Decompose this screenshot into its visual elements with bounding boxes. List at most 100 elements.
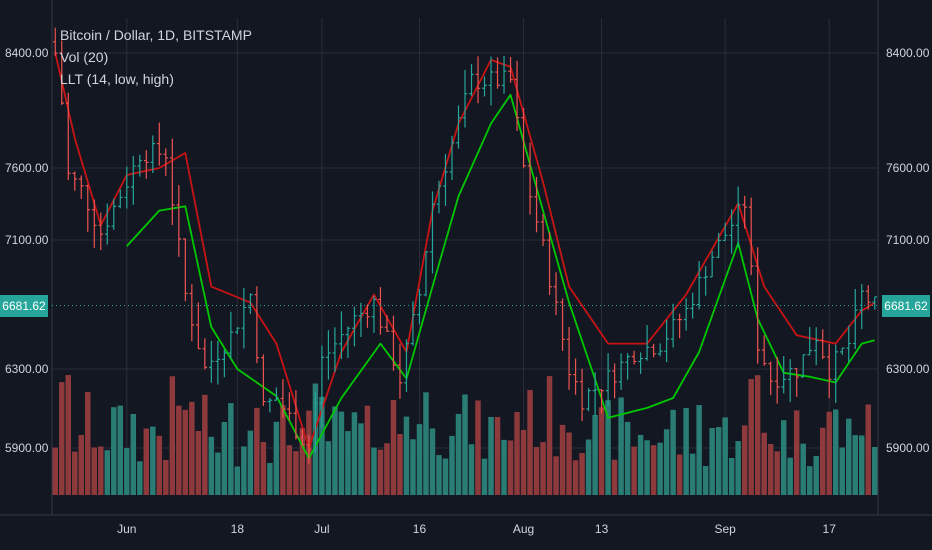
volume-bar [104, 450, 111, 495]
volume-bar [338, 411, 345, 495]
ohlc-bar [118, 189, 123, 209]
volume-bar [592, 414, 598, 495]
volume-bar [332, 406, 338, 495]
ohlc-bar [274, 387, 279, 401]
ohlc-bar [488, 56, 494, 106]
volume-bar [228, 403, 234, 495]
volume-bar [280, 405, 286, 495]
ohlc-bar [443, 153, 448, 206]
ohlc-bar [469, 64, 474, 96]
ohlc-bar [189, 284, 195, 342]
volume-bar [384, 443, 390, 495]
volume-bar [254, 407, 260, 495]
legend-symbol[interactable]: Bitcoin / Dollar, 1D, BITSTAMP [60, 27, 252, 43]
ohlc-bar [625, 353, 630, 380]
ohlc-bar [657, 343, 663, 357]
ohlc-bar [534, 176, 539, 233]
ohlc-bar [722, 222, 728, 242]
ohlc-bar [800, 354, 806, 378]
ohlc-bar [209, 340, 214, 383]
ohlc-bar [222, 349, 227, 378]
ohlc-bar [144, 150, 149, 179]
ohlc-bar [573, 358, 578, 395]
volume-bar [78, 434, 84, 495]
ohlc-bar [547, 231, 552, 295]
ohlc-bar [716, 232, 721, 258]
volume-bar [156, 435, 163, 495]
volume-bar [202, 394, 208, 495]
volume-bar [650, 445, 657, 495]
volume-bar [676, 454, 683, 495]
volume-bar [111, 407, 117, 495]
ohlc-bar [339, 311, 344, 360]
ohlc-bar [326, 330, 331, 380]
ohlc-bar [820, 329, 825, 360]
volume-bar [143, 428, 150, 495]
ohlc-bar [228, 311, 234, 359]
volume-bar [546, 376, 553, 495]
x-tick-label: Aug [513, 522, 534, 536]
ohlc-bar [332, 327, 338, 373]
volume-bar [748, 379, 754, 495]
y-tick-label-right: 7600.00 [886, 161, 930, 175]
volume-series [52, 375, 878, 495]
ohlc-bar [599, 389, 604, 414]
ohlc-bar [553, 272, 559, 316]
volume-bar [663, 429, 670, 495]
ohlc-bar [833, 344, 839, 403]
ohlc-bar [839, 347, 845, 355]
ohlc-bar [605, 353, 611, 406]
volume-bar [683, 407, 689, 495]
ohlc-bar [787, 359, 793, 402]
ohlc-bar [235, 327, 240, 335]
ohlc-bar [677, 313, 682, 339]
volume-bar [293, 451, 299, 495]
ohlc-bar [462, 69, 468, 128]
ohlc-bar [872, 296, 878, 310]
volume-bar [735, 441, 741, 495]
ohlc-bar [579, 368, 585, 422]
volume-bar [852, 435, 858, 495]
ohlc-bar [709, 250, 715, 278]
volume-bar [540, 442, 546, 495]
volume-bar [150, 426, 156, 495]
ohlc-bar [397, 343, 403, 399]
ohlc-bar [319, 345, 325, 428]
volume-bar [488, 416, 494, 495]
ohlc-bar [52, 27, 58, 57]
volume-bar [702, 466, 709, 495]
x-axis-labels: Jun 18 Jul 16 Aug 13 Sep 17 [117, 522, 836, 536]
ohlc-bar [566, 327, 572, 390]
ohlc-bar [417, 288, 422, 325]
volume-bar [189, 401, 195, 495]
ohlc-bar [794, 367, 799, 397]
ohlc-bar [59, 40, 65, 106]
volume-bar [872, 446, 878, 495]
volume-bar [423, 392, 429, 495]
volume-bar [527, 389, 533, 495]
ohlc-bar [267, 397, 273, 413]
legend-indicator[interactable]: LLT (14, low, high) [60, 71, 174, 87]
volume-bar [631, 446, 637, 495]
ohlc-bar [371, 295, 377, 333]
volume-bar [98, 446, 104, 495]
volume-bar [611, 459, 618, 495]
ohlc-bar [261, 354, 266, 406]
ohlc-bar [735, 186, 741, 248]
volume-bar [780, 420, 787, 495]
ohlc-bar [586, 387, 591, 412]
volume-bar [826, 411, 832, 495]
ohlc-bar [365, 304, 370, 328]
ohlc-bar [761, 335, 767, 366]
ohlc-bar [631, 350, 637, 365]
volume-bar [234, 466, 241, 495]
volume-bar [169, 376, 176, 495]
legend-volume[interactable]: Vol (20) [60, 49, 109, 65]
ohlc-bar [514, 60, 520, 132]
ohlc-bar [436, 180, 442, 214]
ohlc-series [52, 27, 878, 464]
volume-bar [553, 456, 559, 495]
volume-bar [715, 427, 722, 495]
volume-bar [813, 456, 819, 495]
